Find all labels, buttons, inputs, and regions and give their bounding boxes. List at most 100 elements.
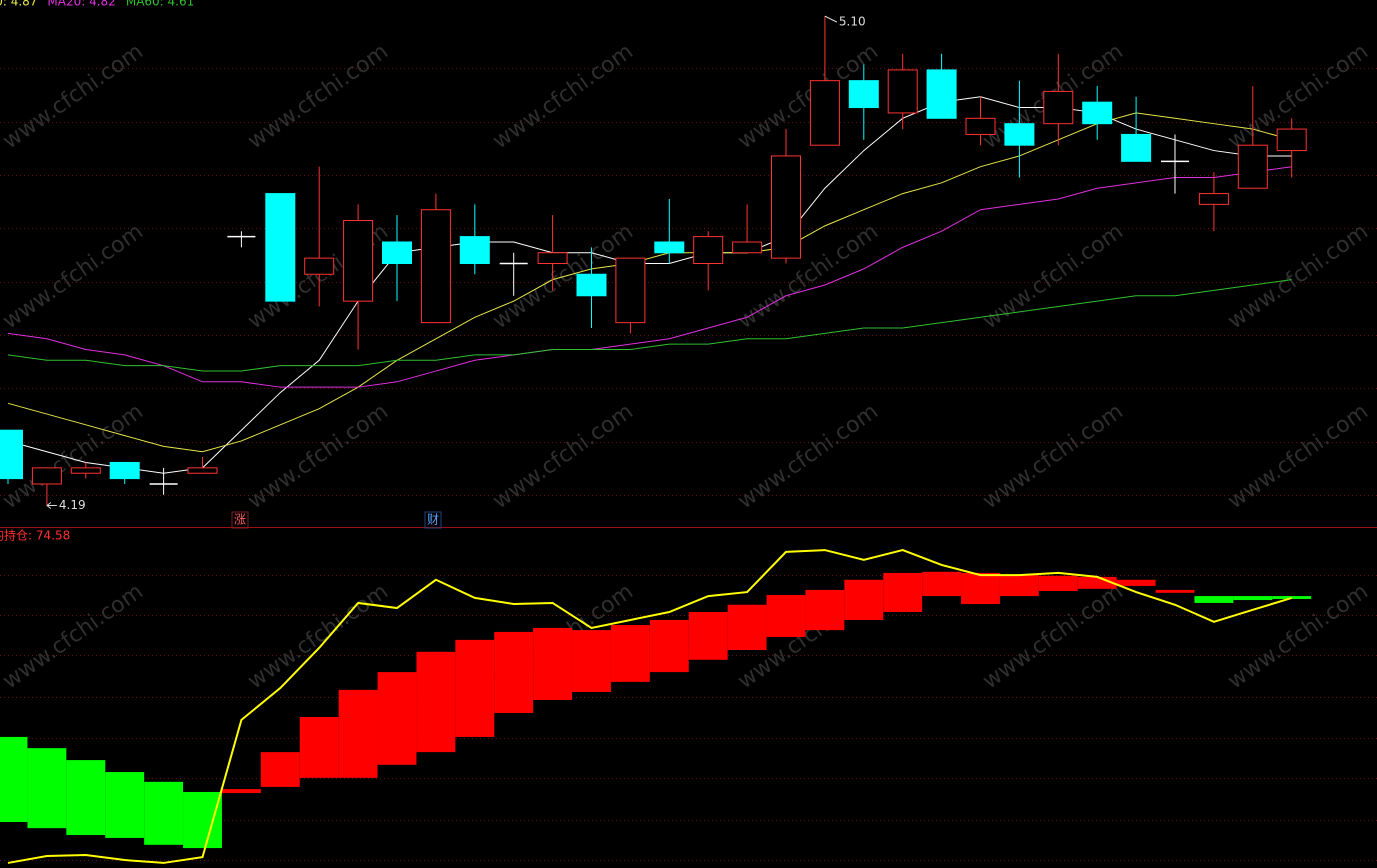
candle-body — [109, 461, 140, 480]
band-block — [494, 631, 534, 714]
ma-line — [7, 112, 1292, 453]
candle-body — [926, 69, 957, 119]
legend-entry: MA60: 4.61 — [126, 0, 194, 9]
band-block — [1155, 589, 1195, 593]
band-block — [1116, 579, 1156, 586]
candle-body — [0, 429, 23, 480]
band-block — [66, 760, 106, 836]
candle-body — [537, 252, 568, 265]
band-block — [999, 575, 1039, 597]
indicator-line — [7, 549, 1292, 864]
watermark: www.cfchi.com — [243, 399, 392, 514]
band-block — [727, 604, 767, 651]
watermark: www.cfchi.com — [733, 399, 882, 514]
candle-body — [187, 467, 218, 474]
marker-box — [424, 511, 442, 529]
background: www.cfchi.com www.cfchi.com www.cfchi.com w… — [0, 39, 1377, 861]
candle-body — [304, 257, 335, 275]
ma-line — [7, 166, 1292, 388]
watermark: www.cfchi.com — [243, 39, 392, 154]
candle-body — [887, 69, 918, 114]
candle-body — [809, 80, 840, 146]
candle-body — [654, 241, 685, 254]
band-block — [533, 627, 573, 700]
band-block — [649, 619, 689, 673]
band-block — [144, 781, 184, 845]
candle-body — [459, 236, 490, 264]
band-block — [416, 651, 456, 753]
band-block — [572, 630, 611, 693]
band-block — [610, 625, 650, 682]
candle-body — [771, 155, 801, 259]
plot: 5.10 4.19 MA10: 4.87 MA20: 4.82 MA60: 4.61 均持… — [0, 0, 1312, 864]
watermark: www.cfchi.com — [243, 579, 392, 694]
high-label: 5.10 — [839, 15, 866, 29]
watermark: www.cfchi.com — [978, 399, 1127, 514]
band-block — [1077, 576, 1117, 589]
candle-body — [615, 257, 646, 324]
watermark: www.cfchi.com — [0, 39, 148, 154]
band-block — [338, 689, 378, 778]
candle-body — [1198, 193, 1229, 205]
band-block — [1038, 575, 1078, 592]
candle-body — [265, 193, 296, 302]
band-block — [183, 791, 222, 849]
watermark: www.cfchi.com — [488, 39, 637, 154]
watermark: www.cfchi.com — [978, 579, 1127, 694]
ma-line — [7, 279, 1292, 372]
watermark: www.cfchi.com — [0, 579, 148, 694]
band-block — [922, 571, 962, 597]
marker-box — [231, 511, 249, 529]
candle-body — [576, 273, 607, 297]
candle-body — [1082, 101, 1113, 125]
band-block — [260, 752, 300, 787]
band-block — [0, 736, 28, 823]
band-block — [844, 579, 884, 620]
event-marker: 涨 — [234, 512, 246, 527]
candle-body — [70, 467, 101, 474]
candle-body — [732, 241, 763, 254]
band-block — [961, 572, 1000, 605]
legend-entry: MA20: 4.82 — [47, 0, 115, 9]
legend-entry: MA10: 4.87 — [0, 0, 37, 9]
candle-body — [420, 209, 451, 324]
watermark: www.cfchi.com — [0, 219, 148, 334]
candle-body — [693, 236, 724, 264]
watermark: www.cfchi.com — [733, 219, 882, 334]
candle-body — [31, 467, 62, 485]
high-pointer — [824, 15, 838, 23]
band-block — [221, 789, 261, 794]
candle-body — [1276, 128, 1307, 152]
band-block — [688, 612, 728, 660]
ma-line — [7, 96, 1292, 474]
event-marker: 财 — [427, 513, 439, 527]
candle-body — [965, 117, 996, 135]
candle-body — [1237, 144, 1268, 189]
band-block — [377, 672, 417, 765]
band-block — [27, 748, 67, 829]
band-block — [883, 572, 923, 613]
watermark: www.cfchi.com — [1223, 399, 1372, 514]
low-label: 4.19 — [59, 498, 86, 512]
band-block — [805, 589, 845, 631]
band-block — [455, 639, 495, 737]
band-block — [1194, 596, 1234, 603]
band-block — [1272, 596, 1312, 599]
candle-body — [1004, 123, 1035, 146]
candle-body — [382, 241, 412, 264]
watermark: www.cfchi.com — [978, 219, 1127, 334]
indicator-label: 均持仓: 74.58 — [0, 528, 70, 543]
band-block — [299, 717, 339, 778]
band-block — [766, 594, 806, 637]
watermark: www.cfchi.com — [488, 399, 637, 514]
watermark: www.cfchi.com — [1223, 219, 1372, 334]
candle-body — [1043, 90, 1074, 125]
band-block — [105, 772, 145, 838]
low-pointer — [46, 502, 57, 509]
candle-body — [343, 219, 374, 302]
candle-body — [1121, 133, 1152, 162]
candle-body — [848, 80, 879, 109]
band-block — [1233, 596, 1273, 601]
